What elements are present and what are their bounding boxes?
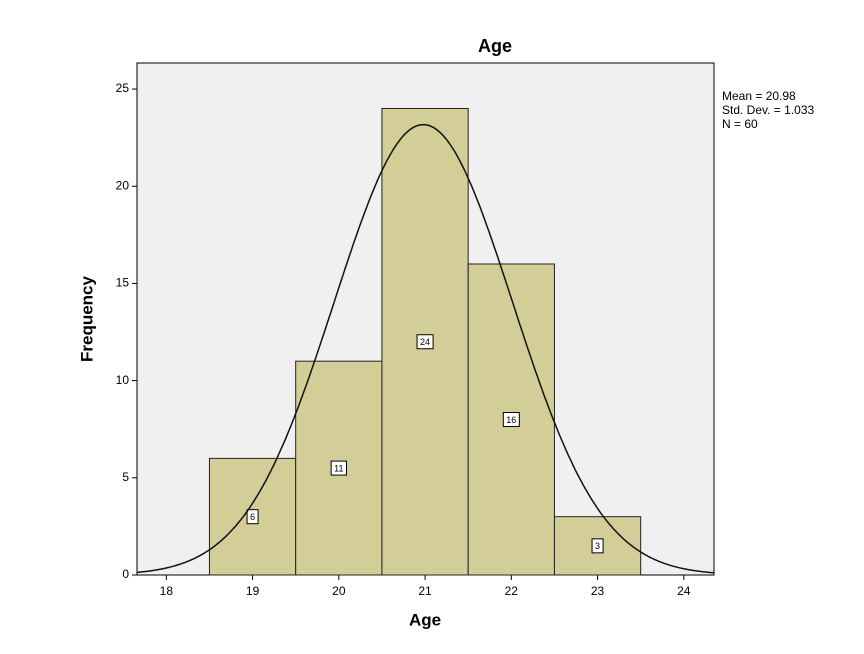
value-label: 6 bbox=[250, 512, 255, 522]
value-label: 3 bbox=[595, 541, 600, 551]
value-label-box bbox=[591, 538, 604, 554]
y-axis-label: Frequency bbox=[77, 275, 96, 362]
x-tick-label: 20 bbox=[332, 584, 346, 598]
y-tick-label: 25 bbox=[116, 81, 130, 95]
x-tick-label: 22 bbox=[505, 584, 519, 598]
y-tick-label: 0 bbox=[122, 567, 129, 581]
x-tick-label: 24 bbox=[677, 584, 691, 598]
x-axis-label: Age bbox=[409, 610, 441, 629]
x-tick-label: 23 bbox=[591, 584, 605, 598]
value-label-box bbox=[330, 460, 347, 476]
normal-curve bbox=[136, 123, 715, 574]
value-label-box bbox=[246, 509, 259, 525]
y-tick-label: 20 bbox=[116, 178, 130, 192]
value-label: 11 bbox=[334, 463, 343, 473]
stats-annotation: Mean = 20.98 bbox=[722, 89, 796, 103]
value-label-box bbox=[416, 334, 434, 350]
value-label: 16 bbox=[506, 415, 516, 425]
value-label: 24 bbox=[420, 337, 430, 347]
y-tick-label: 15 bbox=[116, 276, 130, 290]
x-tick-label: 18 bbox=[160, 584, 174, 598]
y-tick-label: 5 bbox=[122, 470, 129, 484]
x-tick-label: 21 bbox=[418, 584, 432, 598]
chart-title: Age bbox=[478, 36, 512, 56]
value-label-box bbox=[502, 411, 520, 427]
stats-annotation: Std. Dev. = 1.033 bbox=[722, 103, 814, 117]
stats-annotation: N = 60 bbox=[722, 117, 758, 131]
y-tick-label: 10 bbox=[116, 373, 130, 387]
x-tick-label: 19 bbox=[246, 584, 260, 598]
